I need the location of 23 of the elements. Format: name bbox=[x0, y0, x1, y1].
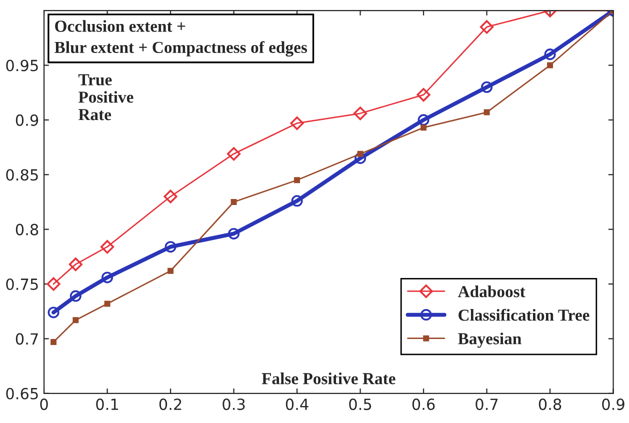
legend-label: Classification Tree bbox=[458, 308, 590, 321]
y-tick-label: 0.9 bbox=[16, 114, 38, 126]
x-tick-label: 0.3 bbox=[222, 398, 245, 410]
y-tick-label: 0.65 bbox=[6, 388, 38, 400]
y-tick-label: 0.95 bbox=[6, 60, 38, 72]
legend-label: Bayesian bbox=[458, 332, 522, 348]
x-tick-label: 0.8 bbox=[538, 398, 562, 410]
y-tick-label: 0.75 bbox=[6, 278, 38, 290]
x-tick-label: 0.5 bbox=[349, 398, 372, 410]
y-tick-label: 0.7 bbox=[16, 333, 38, 345]
x-tick-label: 0.2 bbox=[159, 398, 182, 410]
y-axis-title: True Positive Rate bbox=[78, 74, 134, 120]
legend-label: Adaboost bbox=[458, 286, 526, 298]
y-tick-label: 0.85 bbox=[6, 169, 38, 181]
x-tick-label: 0.4 bbox=[286, 398, 308, 410]
x-tick-label: 0.1 bbox=[96, 398, 118, 410]
x-tick-label: 0.6 bbox=[412, 398, 435, 410]
x-axis-title: False Positive Rate bbox=[262, 372, 396, 384]
x-tick-label: 0 bbox=[40, 398, 48, 410]
x-tick-label: 0.9 bbox=[602, 398, 624, 410]
x-tick-label: 0.7 bbox=[476, 398, 498, 410]
text: Occlusion extent + Blur extent + Compactness of edges bbox=[54, 20, 308, 57]
y-tick-label: 0.8 bbox=[16, 224, 38, 236]
